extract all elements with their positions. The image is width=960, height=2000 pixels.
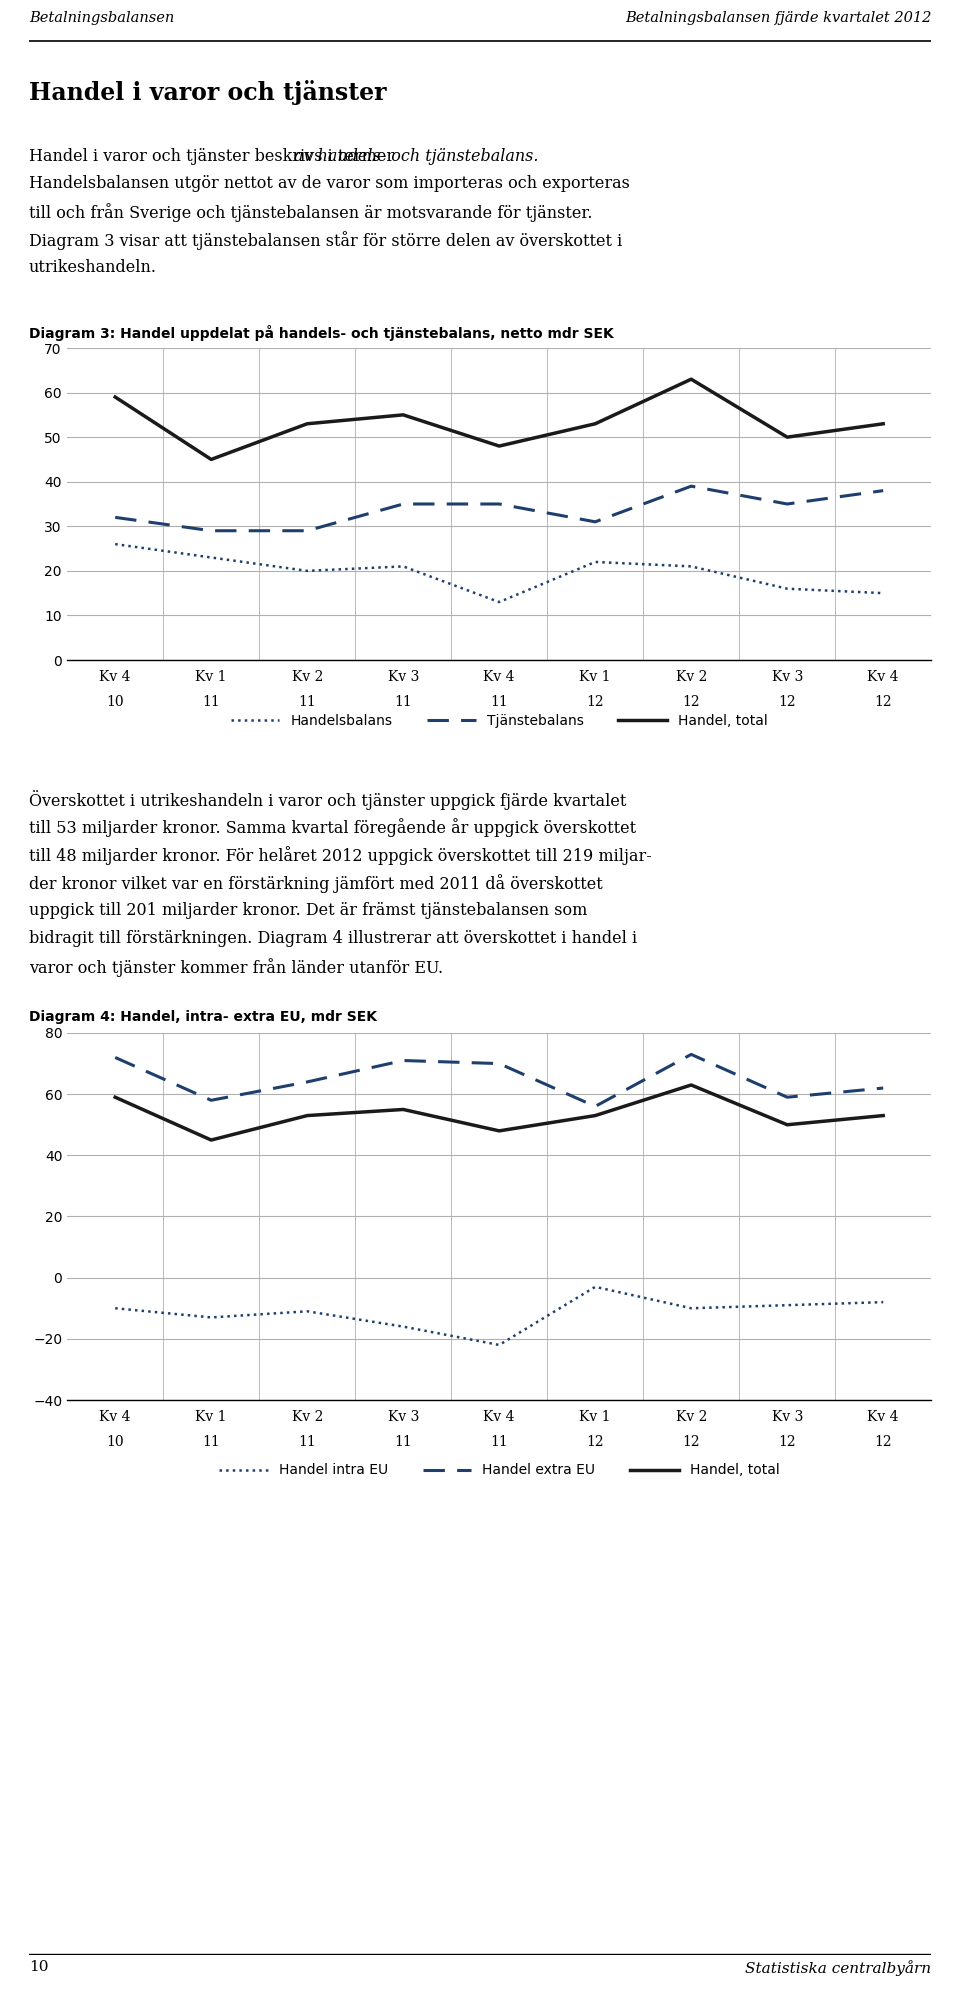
Text: Kv 1: Kv 1 bbox=[580, 670, 611, 684]
Text: 11: 11 bbox=[395, 1436, 412, 1448]
Text: 12: 12 bbox=[875, 694, 892, 708]
Text: der kronor vilket var en förstärkning jämfört med 2011 då överskottet: der kronor vilket var en förstärkning jä… bbox=[29, 874, 603, 892]
Text: Kv 1: Kv 1 bbox=[196, 1410, 227, 1424]
Text: Kv 2: Kv 2 bbox=[292, 1410, 323, 1424]
Text: till 53 miljarder kronor. Samma kvartal föregående år uppgick överskottet: till 53 miljarder kronor. Samma kvartal … bbox=[29, 818, 636, 836]
Text: utrikeshandeln.: utrikeshandeln. bbox=[29, 260, 156, 276]
Text: Kv 4: Kv 4 bbox=[868, 1410, 899, 1424]
Text: till och från Sverige och tjänstebalansen är motsvarande för tjänster.: till och från Sverige och tjänstebalanse… bbox=[29, 204, 592, 222]
Text: Betalningsbalansen: Betalningsbalansen bbox=[29, 10, 174, 24]
Text: Kv 1: Kv 1 bbox=[580, 1410, 611, 1424]
Legend: Handelsbalans, Tjänstebalans, Handel, total: Handelsbalans, Tjänstebalans, Handel, to… bbox=[225, 708, 774, 734]
Text: Kv 3: Kv 3 bbox=[772, 670, 803, 684]
Text: Kv 4: Kv 4 bbox=[100, 1410, 131, 1424]
Text: Handel i varor och tjänster beskrivs i termer: Handel i varor och tjänster beskrivs i t… bbox=[29, 148, 399, 166]
Text: 11: 11 bbox=[491, 694, 508, 708]
Text: av handels- och tjänstebalans.: av handels- och tjänstebalans. bbox=[294, 148, 539, 166]
Text: Kv 2: Kv 2 bbox=[676, 670, 707, 684]
Text: 11: 11 bbox=[395, 694, 412, 708]
Text: 12: 12 bbox=[587, 694, 604, 708]
Text: Kv 3: Kv 3 bbox=[772, 1410, 803, 1424]
Text: Statistiska centralbyårn: Statistiska centralbyårn bbox=[745, 1960, 931, 1976]
Text: Diagram 4: Handel, intra- extra EU, mdr SEK: Diagram 4: Handel, intra- extra EU, mdr … bbox=[29, 1010, 376, 1024]
Text: Kv 2: Kv 2 bbox=[676, 1410, 707, 1424]
Text: 11: 11 bbox=[203, 694, 220, 708]
Text: Diagram 3 visar att tjänstebalansen står för större delen av överskottet i: Diagram 3 visar att tjänstebalansen står… bbox=[29, 230, 622, 250]
Text: Kv 3: Kv 3 bbox=[388, 670, 419, 684]
Text: Kv 1: Kv 1 bbox=[196, 670, 227, 684]
Text: Kv 4: Kv 4 bbox=[100, 670, 131, 684]
Text: uppgick till 201 miljarder kronor. Det är främst tjänstebalansen som: uppgick till 201 miljarder kronor. Det ä… bbox=[29, 902, 588, 920]
Text: Diagram 3: Handel uppdelat på handels- och tjänstebalans, netto mdr SEK: Diagram 3: Handel uppdelat på handels- o… bbox=[29, 324, 613, 340]
Text: varor och tjänster kommer från länder utanför EU.: varor och tjänster kommer från länder ut… bbox=[29, 958, 443, 976]
Text: 10: 10 bbox=[107, 694, 124, 708]
Text: Kv 4: Kv 4 bbox=[868, 670, 899, 684]
Text: Handelsbalansen utgör nettot av de varor som importeras och exporteras: Handelsbalansen utgör nettot av de varor… bbox=[29, 176, 630, 192]
Text: Kv 4: Kv 4 bbox=[484, 670, 515, 684]
Text: till 48 miljarder kronor. För helåret 2012 uppgick överskottet till 219 miljar-: till 48 miljarder kronor. För helåret 20… bbox=[29, 846, 652, 864]
Text: 12: 12 bbox=[587, 1436, 604, 1448]
Text: Kv 3: Kv 3 bbox=[388, 1410, 419, 1424]
Text: 12: 12 bbox=[779, 694, 796, 708]
Text: 11: 11 bbox=[491, 1436, 508, 1448]
Text: Handel i varor och tjänster: Handel i varor och tjänster bbox=[29, 80, 386, 104]
Text: Betalningsbalansen fjärde kvartalet 2012: Betalningsbalansen fjärde kvartalet 2012 bbox=[625, 10, 931, 24]
Text: 10: 10 bbox=[29, 1960, 48, 1974]
Legend: Handel intra EU, Handel extra EU, Handel, total: Handel intra EU, Handel extra EU, Handel… bbox=[213, 1458, 785, 1484]
Text: Kv 2: Kv 2 bbox=[292, 670, 323, 684]
Text: 11: 11 bbox=[299, 1436, 316, 1448]
Text: 12: 12 bbox=[683, 1436, 700, 1448]
Text: 12: 12 bbox=[875, 1436, 892, 1448]
Text: Överskottet i utrikeshandeln i varor och tjänster uppgick fjärde kvartalet: Överskottet i utrikeshandeln i varor och… bbox=[29, 790, 626, 810]
Text: bidragit till förstärkningen. Diagram 4 illustrerar att överskottet i handel i: bidragit till förstärkningen. Diagram 4 … bbox=[29, 930, 636, 948]
Text: 10: 10 bbox=[107, 1436, 124, 1448]
Text: 11: 11 bbox=[299, 694, 316, 708]
Text: 12: 12 bbox=[779, 1436, 796, 1448]
Text: 11: 11 bbox=[203, 1436, 220, 1448]
Text: 12: 12 bbox=[683, 694, 700, 708]
Text: Kv 4: Kv 4 bbox=[484, 1410, 515, 1424]
